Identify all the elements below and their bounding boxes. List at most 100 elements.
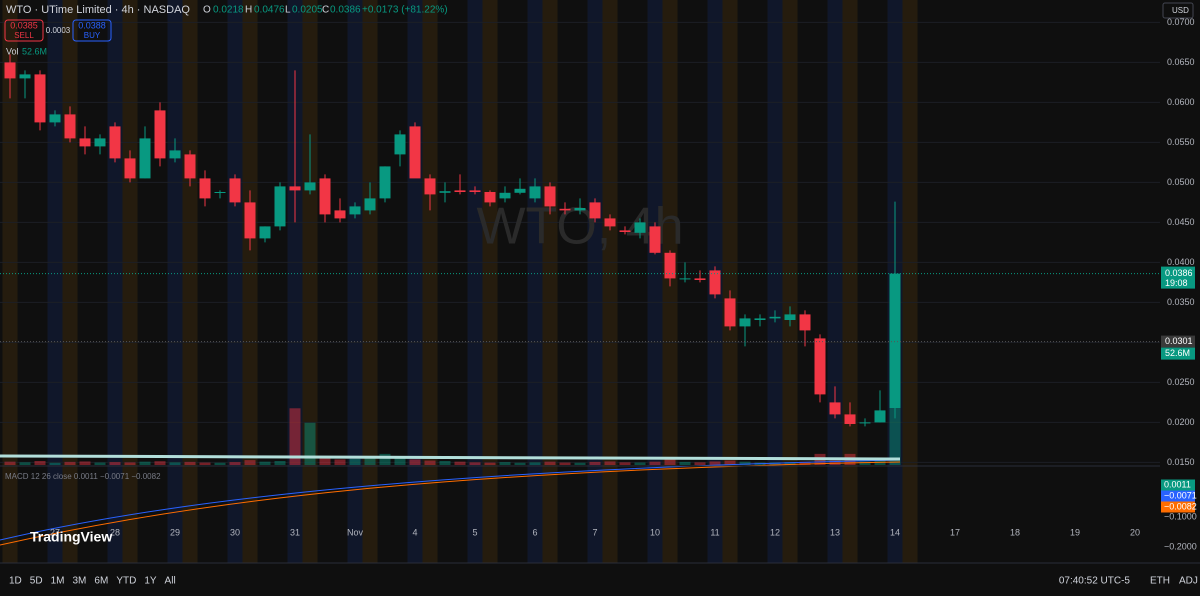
- volume-bar: [19, 462, 31, 465]
- y-tick-label: 0.0700: [1167, 17, 1195, 27]
- volume-bar: [529, 462, 541, 465]
- y-tick-label: 0.0200: [1167, 417, 1195, 427]
- volume-bar: [334, 459, 346, 465]
- candle-body: [859, 422, 871, 424]
- volume-bar: [589, 461, 601, 465]
- session-band: [812, 0, 828, 563]
- buy-button[interactable]: [72, 19, 112, 42]
- last-price-tag: [1161, 266, 1195, 289]
- range-button[interactable]: 3M: [73, 576, 87, 587]
- candle-body: [619, 230, 631, 232]
- session-band: [527, 0, 543, 563]
- y-tick-label: 0.0450: [1167, 217, 1195, 227]
- x-tick-label: 13: [830, 527, 840, 537]
- candle-body: [529, 186, 541, 199]
- x-tick-label: 27: [50, 527, 60, 537]
- candle-body: [829, 402, 841, 415]
- session-band: [242, 0, 258, 563]
- macd-tag: [1161, 501, 1195, 513]
- volume-bar: [664, 459, 676, 465]
- volume-bar: [289, 408, 301, 465]
- volume-bar: [799, 461, 811, 465]
- range-button[interactable]: YTD: [116, 576, 136, 587]
- volume-bar: [649, 461, 661, 465]
- currency-button[interactable]: [1162, 2, 1194, 19]
- candle-body: [514, 188, 526, 193]
- o-label: O: [203, 5, 211, 16]
- candle-body: [739, 318, 751, 327]
- volume-bar: [484, 462, 496, 465]
- level-vol: 52.6M: [1165, 348, 1190, 358]
- y-tick-label: 0.0650: [1167, 57, 1195, 67]
- clock: 07:40:52 UTC-5: [1059, 576, 1131, 587]
- session-band: [302, 0, 318, 563]
- candle-body: [589, 202, 601, 219]
- candle-body: [874, 410, 886, 423]
- range-button[interactable]: 5D: [30, 576, 43, 587]
- x-tick-label: 30: [230, 527, 240, 537]
- x-tick-label: 14: [890, 527, 900, 537]
- candle-body: [724, 298, 736, 327]
- level-vol-tag: [1161, 347, 1195, 360]
- macd-tag: [1161, 479, 1195, 491]
- volume-bar: [709, 461, 721, 465]
- candles: [4, 54, 901, 427]
- adj[interactable]: ADJ: [1179, 576, 1198, 587]
- candle-body: [499, 192, 511, 199]
- l-label: L: [285, 5, 291, 16]
- volume-bar: [499, 462, 511, 465]
- eth[interactable]: ETH: [1150, 576, 1170, 587]
- session-band: [617, 0, 633, 563]
- x-tick-label: 17: [950, 527, 960, 537]
- x-tick-label: 29: [170, 527, 180, 537]
- sell-button[interactable]: [4, 19, 44, 42]
- x-tick-label: 4: [412, 527, 417, 537]
- session-band: [467, 0, 483, 563]
- legend: WTO · UTime Limited · 4h · NASDAQ O 0.02…: [4, 2, 1194, 481]
- y-tick-label: 0.0250: [1167, 377, 1195, 387]
- spread: 0.0003: [46, 26, 71, 35]
- session-band: [317, 0, 333, 563]
- volume-bar: [199, 462, 211, 465]
- session-band: [422, 0, 438, 563]
- session-band: [257, 0, 273, 563]
- range-button[interactable]: 6M: [94, 576, 108, 587]
- session-band: [767, 0, 783, 563]
- session-band: [362, 0, 378, 563]
- session-band: [272, 0, 288, 563]
- candle-body: [799, 314, 811, 331]
- range-button[interactable]: 1M: [51, 576, 65, 587]
- volume-bar: [544, 461, 556, 465]
- candle-body: [34, 74, 46, 123]
- y-tick-label: 0.0150: [1167, 457, 1195, 467]
- candle-body: [334, 210, 346, 219]
- volume-bar: [574, 462, 586, 465]
- x-tick-label: 20: [1130, 527, 1140, 537]
- macd-tick-label: −0.2000: [1164, 541, 1197, 551]
- volume-bar: [514, 462, 526, 465]
- x-tick-label: 6: [532, 527, 537, 537]
- range-button[interactable]: 1D: [9, 576, 22, 587]
- volume-bar: [634, 462, 646, 465]
- volume-bar: [439, 460, 451, 465]
- volume-bar: [79, 461, 91, 465]
- range-button[interactable]: 1Y: [144, 576, 157, 587]
- grid: [0, 21, 1160, 463]
- y-tick-label: 0.0400: [1167, 257, 1195, 267]
- candle-body: [259, 226, 271, 239]
- change: +0.0173 (+81.22%): [362, 5, 448, 16]
- candle-body: [559, 208, 571, 211]
- x-tick-label: 11: [710, 527, 719, 537]
- candle-body: [214, 192, 226, 193]
- range-button[interactable]: All: [165, 576, 176, 587]
- session-band: [542, 0, 558, 563]
- candle-body: [169, 150, 181, 159]
- candle-body: [139, 138, 151, 179]
- session-band: [332, 0, 348, 563]
- h-label: H: [245, 5, 252, 16]
- session-band: [647, 0, 663, 563]
- candle-body: [319, 178, 331, 215]
- candle-body: [844, 414, 856, 424]
